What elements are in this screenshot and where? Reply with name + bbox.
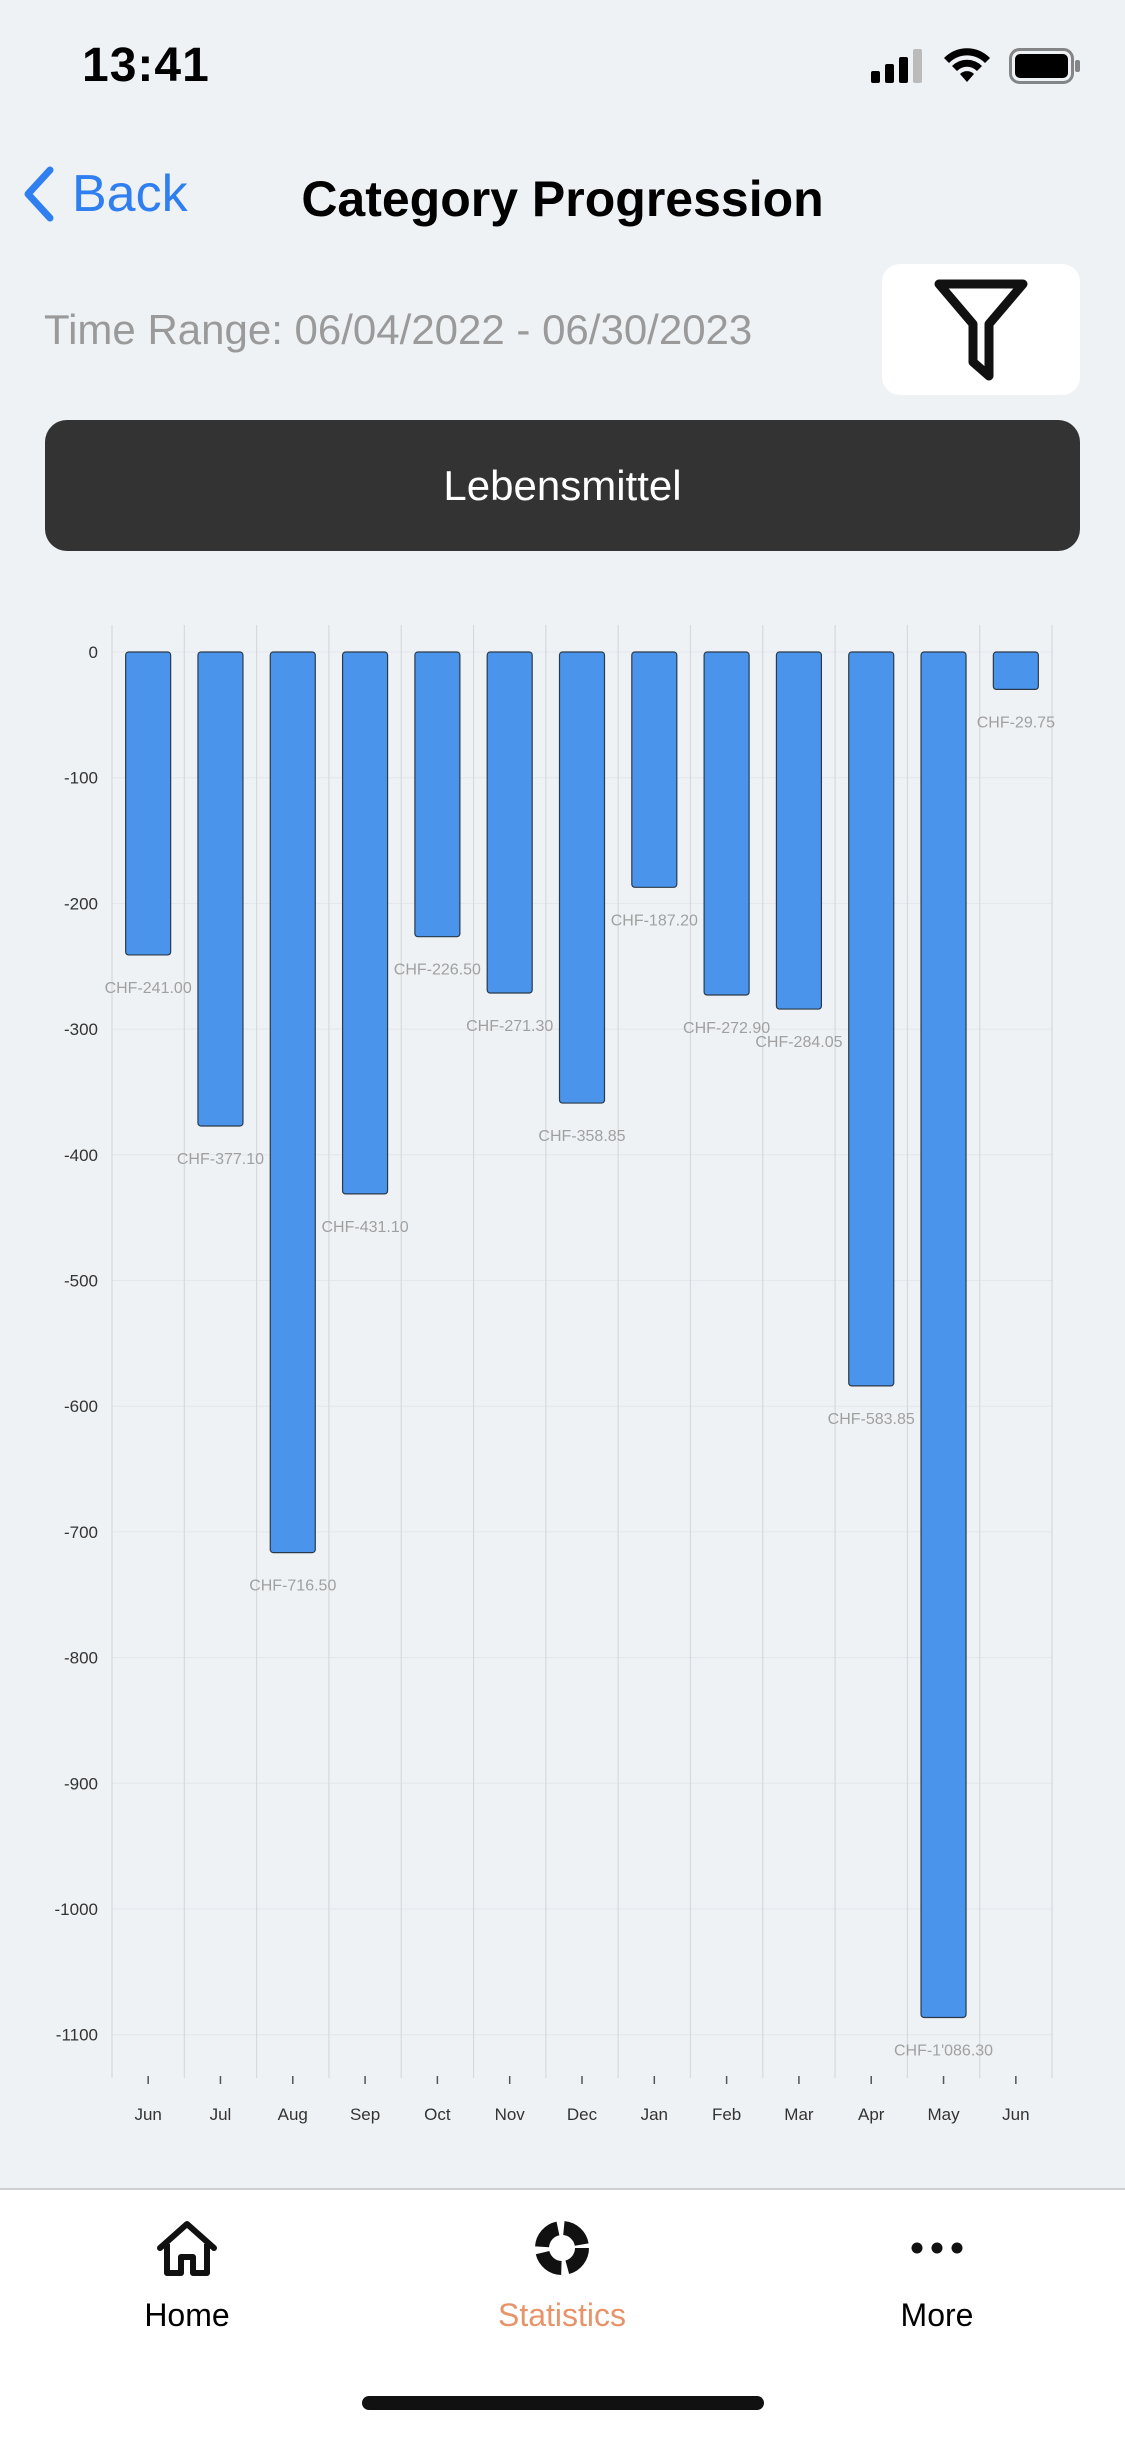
y-tick-label: -200 (64, 894, 98, 913)
y-tick-label: -600 (64, 1397, 98, 1416)
bar (125, 651, 172, 956)
more-icon (911, 2242, 963, 2254)
bar (341, 651, 389, 1195)
back-label: Back (72, 165, 188, 223)
x-tick-label: Jun (1002, 2105, 1029, 2124)
bar (920, 651, 967, 2019)
bar (197, 651, 244, 1127)
x-tick-label: Apr (858, 2105, 885, 2124)
cellular-signal-icon (871, 49, 922, 83)
bar (848, 651, 895, 1387)
navigation-bar: Back Category Progression (0, 150, 1125, 250)
data-label: CHF-226.50 (394, 962, 481, 979)
tab-statistics-label: Statistics (497, 2297, 627, 2333)
x-tick-label: Jun (134, 2105, 161, 2124)
home-indicator (362, 2396, 764, 2410)
y-tick-label: -400 (64, 1146, 98, 1165)
data-label: CHF-716.50 (249, 1578, 336, 1595)
battery-icon (1009, 48, 1080, 84)
x-tick-label: Mar (784, 2105, 814, 2124)
chevron-left-icon (24, 166, 54, 222)
bar (992, 651, 1039, 690)
time-range-label: Time Range: 06/04/2022 - 06/30/2023 (44, 306, 753, 353)
data-label: CHF-358.85 (538, 1128, 625, 1145)
y-tick-label: -500 (64, 1272, 98, 1291)
y-tick-label: -300 (64, 1020, 98, 1039)
y-tick-label: 0 (89, 643, 98, 662)
data-label: CHF-272.90 (683, 1020, 770, 1037)
data-label: CHF-377.10 (177, 1151, 264, 1168)
x-tick-label: Jul (210, 2105, 232, 2124)
y-tick-label: -700 (64, 1523, 98, 1542)
x-tick-label: Aug (278, 2105, 308, 2124)
page-title: Category Progression (301, 171, 824, 227)
bar (269, 651, 316, 1554)
bar-chart: 0 -100 -200 -300 -400 -500 -600 -700 -800 -900 -10… (55, 625, 1055, 2124)
home-icon (157, 2221, 217, 2276)
x-tick-label: Jan (641, 2105, 668, 2124)
data-label: CHF-431.10 (321, 1219, 408, 1236)
status-time: 13:41 (82, 39, 210, 92)
x-tick-label: May (927, 2105, 960, 2124)
y-tick-label: -100 (64, 769, 98, 788)
y-tick-label: -1100 (56, 2026, 98, 2045)
x-tick-label: Sep (350, 2105, 380, 2124)
bar (414, 651, 461, 938)
tab-more[interactable]: More (812, 2218, 1062, 2334)
tab-home-label: Home (144, 2297, 230, 2333)
bar (631, 651, 678, 888)
x-tick-label: Feb (712, 2105, 741, 2124)
x-tick-label: Nov (495, 2105, 526, 2124)
data-label: CHF-271.30 (466, 1018, 553, 1035)
data-label: CHF-187.20 (611, 912, 698, 929)
data-label: CHF-1'086.30 (894, 2042, 993, 2059)
bar (486, 651, 533, 994)
bar (775, 651, 823, 1010)
x-tick-label: Oct (424, 2105, 451, 2124)
bar (703, 651, 750, 996)
status-icons (871, 48, 1081, 84)
tab-statistics[interactable]: Statistics (437, 2218, 687, 2334)
y-tick-label: -800 (64, 1649, 98, 1668)
data-label: CHF-241.00 (105, 980, 192, 997)
filter-icon (934, 279, 1028, 380)
data-label: CHF-29.75 (977, 714, 1055, 731)
tab-more-label: More (900, 2297, 974, 2333)
tab-home[interactable]: Home (62, 2218, 312, 2334)
data-label: CHF-284.05 (755, 1034, 842, 1051)
data-label: CHF-583.85 (828, 1411, 915, 1428)
y-tick-label: -1000 (55, 1900, 98, 1919)
status-bar: 13:41 (0, 0, 1125, 140)
x-tick-label: Dec (567, 2105, 598, 2124)
filter-button[interactable] (882, 264, 1080, 395)
statistics-icon (535, 2221, 589, 2275)
category-selector[interactable]: Lebensmittel (45, 420, 1080, 551)
bar (558, 651, 606, 1104)
wifi-icon (944, 48, 990, 82)
back-button[interactable]: Back (24, 164, 188, 224)
y-tick-label: -900 (64, 1774, 98, 1793)
